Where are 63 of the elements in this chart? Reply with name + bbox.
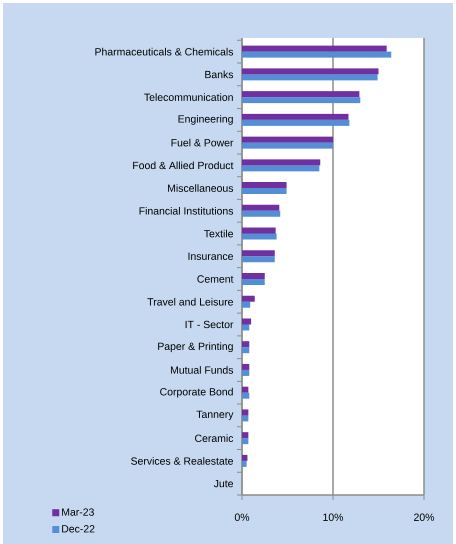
bar — [242, 210, 280, 217]
bar — [242, 234, 277, 240]
bar — [242, 432, 248, 438]
y-tick-label: Insurance — [188, 252, 233, 260]
bar — [242, 165, 320, 172]
y-tick-label: Travel and Leisure — [147, 298, 233, 306]
y-tick-label: Telecommunication — [144, 93, 233, 101]
legend-label: Mar-23 — [62, 508, 94, 516]
y-tick-label: Financial Institutions — [140, 206, 234, 215]
y-tick-label: Engineering — [178, 114, 233, 125]
y-tick-label: Food & Allied Product — [133, 161, 234, 170]
bar — [242, 74, 378, 80]
x-tick-label: 0% — [234, 514, 250, 521]
y-tick-label: Services & Realestate — [131, 457, 233, 465]
bar — [242, 228, 276, 234]
bar — [242, 120, 350, 126]
y-tick-label: Pharmaceuticals & Chemicals — [95, 48, 234, 56]
x-tick-label: 20% — [414, 514, 434, 521]
bar — [242, 114, 348, 120]
bar — [242, 142, 333, 149]
y-tick-label: Textile — [204, 230, 234, 238]
y-tick-label: Banks — [205, 70, 234, 78]
bar — [242, 52, 392, 58]
bar — [242, 318, 252, 324]
bar — [242, 296, 255, 302]
bar — [242, 256, 275, 262]
bar — [242, 364, 250, 370]
bar — [242, 302, 250, 308]
bar — [242, 415, 248, 422]
bar — [242, 273, 265, 280]
bar — [242, 204, 280, 211]
bar — [242, 159, 320, 166]
y-tick-label: Fuel & Power — [172, 138, 234, 146]
bar — [242, 438, 248, 444]
y-tick-label: Jute — [214, 480, 234, 488]
bar — [242, 347, 250, 354]
y-tick-label: Cement — [197, 275, 234, 283]
bar — [242, 409, 248, 416]
y-tick-label: Corporate Bond — [160, 388, 233, 398]
bar — [242, 392, 250, 399]
bar — [242, 341, 250, 348]
bar — [242, 279, 265, 286]
y-tick-label: IT - Sector — [186, 320, 234, 328]
bar — [242, 370, 250, 376]
bar — [242, 386, 248, 393]
y-tick-label: Tannery — [196, 410, 234, 420]
bar — [242, 454, 248, 461]
x-tick-label: 10% — [323, 514, 344, 521]
bar — [242, 46, 387, 52]
bar — [242, 68, 378, 74]
y-tick-label: Ceramic — [195, 434, 234, 442]
bar — [242, 324, 250, 330]
y-tick-label: Paper & Printing — [158, 342, 233, 352]
legend-label: Dec-22 — [62, 525, 94, 533]
bar — [242, 91, 360, 98]
bar — [242, 136, 333, 143]
bar — [242, 250, 275, 256]
bar — [242, 188, 287, 194]
bar — [242, 182, 287, 188]
y-tick-label: Miscellaneous — [168, 184, 234, 192]
bar — [242, 97, 360, 104]
bar — [242, 460, 247, 467]
y-tick-label: Mutual Funds — [170, 366, 234, 374]
